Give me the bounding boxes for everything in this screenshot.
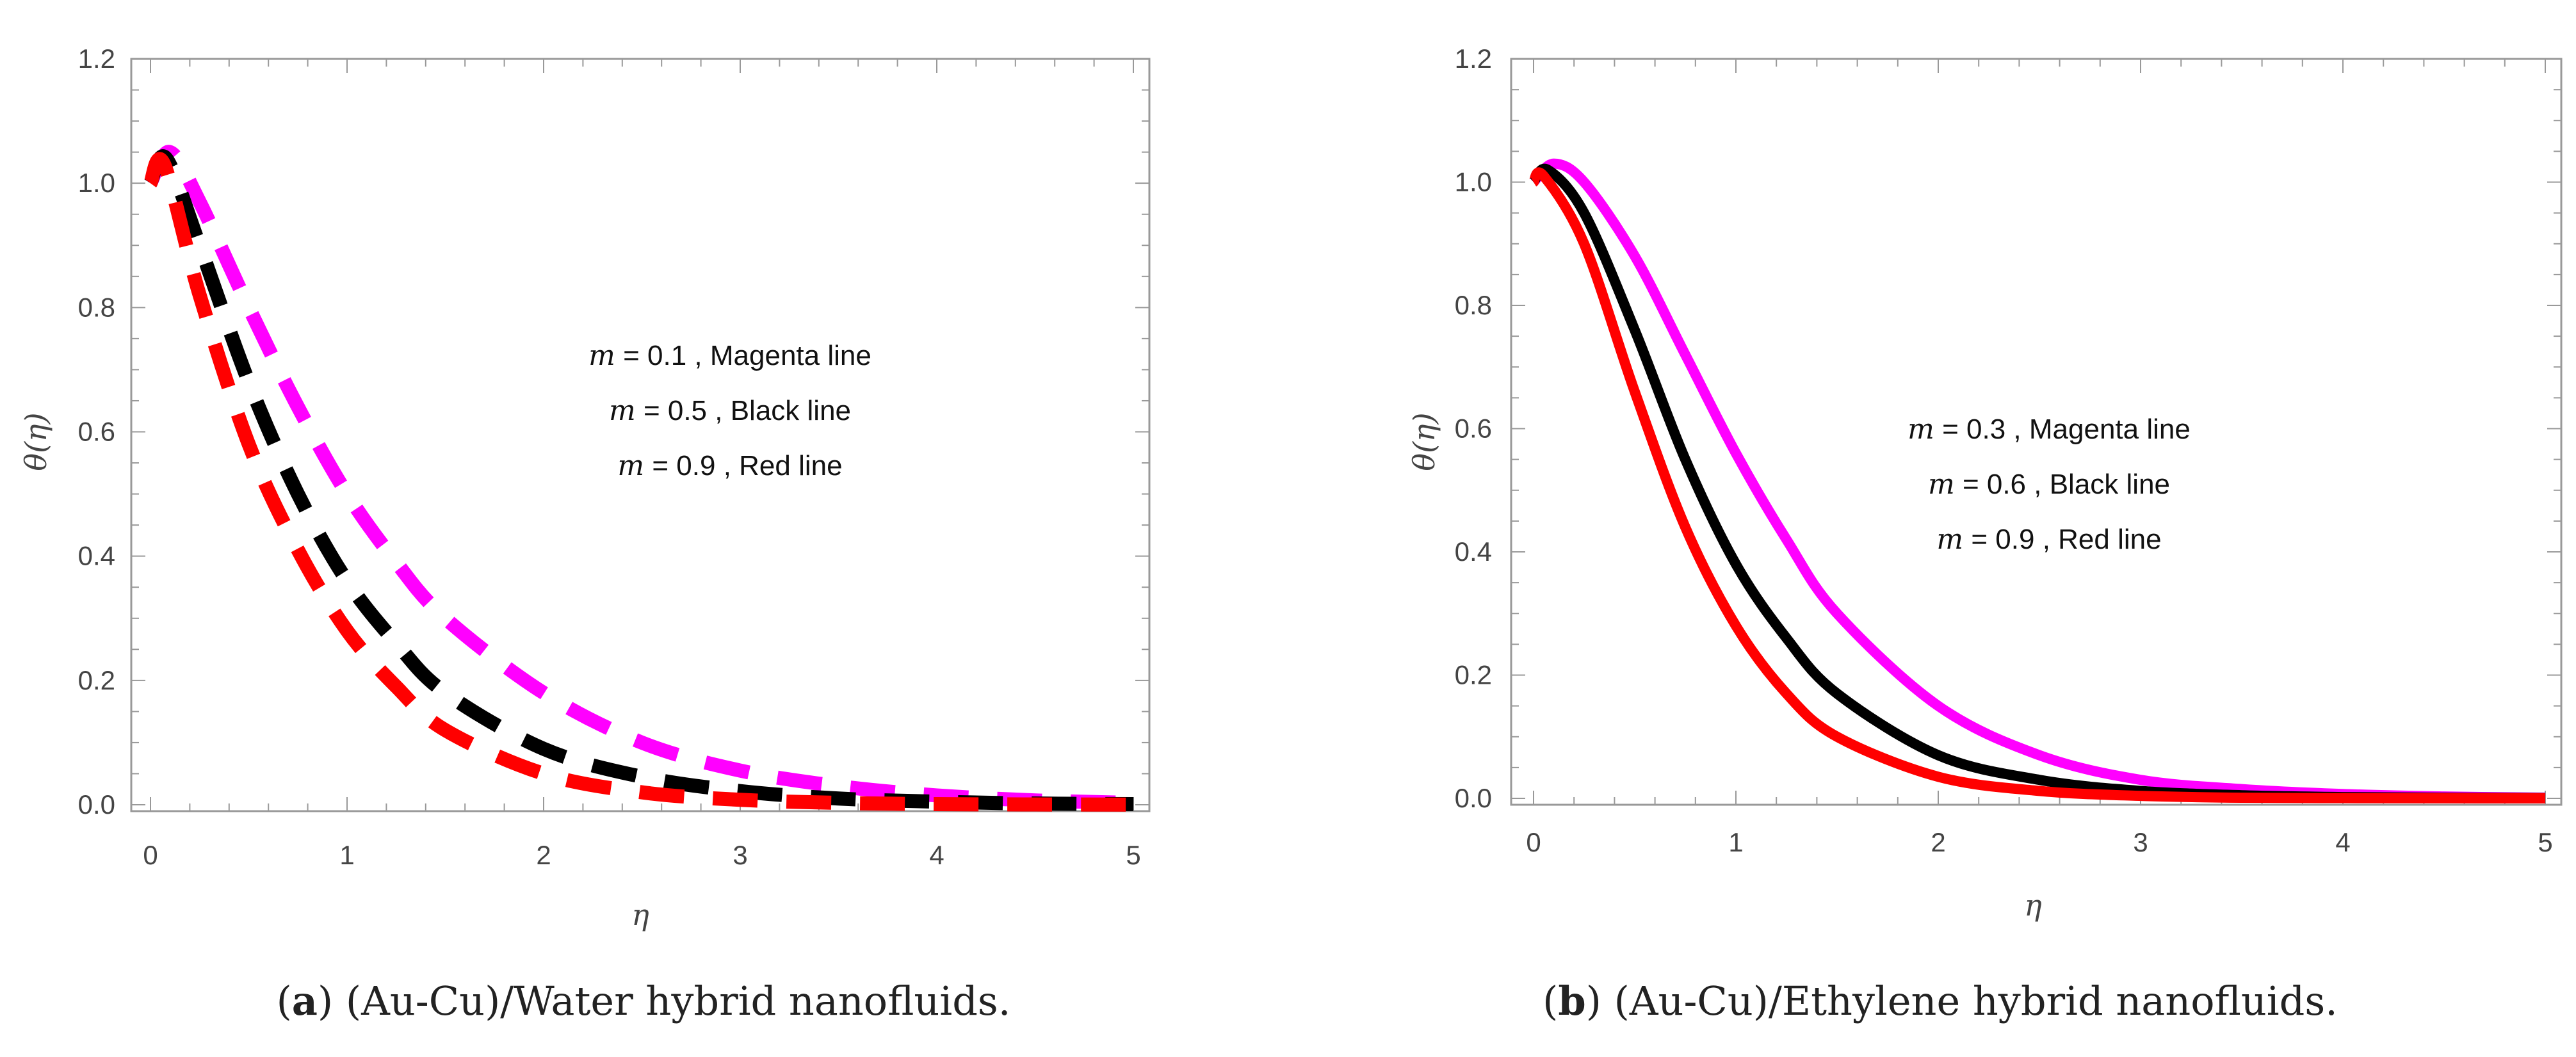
x-tick-label: 2: [1931, 827, 1945, 857]
series-lines: [1529, 158, 2546, 803]
chart-a: 0 1 2 3 4 5 0.0 0.2 0.4 0.6 0.8 1.0 1.2 η θ(η) m = 0…: [19, 44, 1151, 1024]
caption: (a) (Au-Cu)/Water hybrid nanofluids.: [277, 978, 1011, 1024]
y-tick-label: 0.2: [1455, 660, 1492, 690]
x-tick-label: 5: [2538, 827, 2552, 857]
x-tick-label: 4: [929, 840, 944, 870]
x-tick-label: 3: [2133, 827, 2148, 857]
y-tick-label: 0.0: [78, 789, 115, 819]
annotation-line: m = 0.3 , Magenta line: [1908, 413, 2191, 446]
plot-frame: [1510, 58, 2563, 806]
series-line: [143, 152, 1134, 812]
x-axis-label: η: [631, 898, 649, 932]
x-tick-label: 3: [733, 840, 747, 870]
y-tick-label: 0.4: [1455, 537, 1492, 567]
series-lines: [143, 145, 1134, 812]
caption: (b) (Au-Cu)/Ethylene hybrid nanofluids.: [1543, 978, 2338, 1024]
y-tick-label: 0.4: [78, 541, 115, 571]
series-line: [143, 149, 1134, 812]
y-tick-label: 0.8: [78, 292, 115, 322]
tick-labels: 0 1 2 3 4 5 0.0 0.2 0.4 0.6 0.8 1.0 1.2: [78, 44, 1141, 870]
tick-marks: [131, 58, 1149, 811]
x-tick-label: 0: [1526, 827, 1541, 857]
annotation-line: m = 0.6 , Black line: [1928, 468, 2170, 501]
plot-frame: [130, 58, 1151, 812]
y-tick-label: 0.8: [1455, 290, 1492, 320]
y-tick-label: 0.6: [1455, 414, 1492, 444]
annotation-block: m = 0.3 , Magenta line m = 0.6 , Black l…: [1908, 413, 2191, 556]
series-line: [144, 145, 1134, 811]
x-tick-label: 5: [1126, 840, 1140, 870]
chart-panel-b: 0 1 2 3 4 5 0.0 0.2 0.4 0.6 0.8 1.0 1.2 η θ(η) m = 0…: [1287, 0, 2576, 1057]
x-tick-label: 4: [2335, 827, 2350, 857]
y-tick-label: 1.0: [1455, 167, 1492, 197]
x-axis-label: η: [2024, 888, 2042, 923]
tick-marks: [1511, 58, 2561, 805]
y-tick-label: 1.2: [1455, 44, 1492, 74]
y-tick-label: 0.0: [1455, 783, 1492, 813]
x-tick-label: 2: [536, 840, 551, 870]
annotation-line: m = 0.5 , Black line: [609, 394, 851, 427]
x-tick-label: 1: [339, 840, 354, 870]
tick-labels: 0 1 2 3 4 5 0.0 0.2 0.4 0.6 0.8 1.0 1.2: [1455, 44, 2553, 857]
y-tick-label: 1.2: [78, 44, 115, 74]
y-axis-label: θ(η): [19, 412, 53, 471]
annotation-line: m = 0.1 , Magenta line: [588, 339, 871, 372]
annotation-line: m = 0.9 , Red line: [1936, 523, 2161, 556]
x-tick-label: 1: [1728, 827, 1743, 857]
chart-b: 0 1 2 3 4 5 0.0 0.2 0.4 0.6 0.8 1.0 1.2 η θ(η) m = 0…: [1407, 44, 2563, 1024]
chart-panel-a: 0 1 2 3 4 5 0.0 0.2 0.4 0.6 0.8 1.0 1.2 η θ(η) m = 0…: [0, 0, 1287, 1057]
y-tick-label: 1.0: [78, 168, 115, 198]
series-line: [1529, 167, 2546, 803]
annotation-line: m = 0.9 , Red line: [617, 449, 842, 482]
y-tick-label: 0.2: [78, 665, 115, 695]
x-tick-label: 0: [143, 840, 158, 870]
y-axis-label: θ(η): [1407, 412, 1441, 471]
annotation-block: m = 0.1 , Magenta line m = 0.5 , Black l…: [588, 339, 871, 482]
y-tick-label: 0.6: [78, 417, 115, 447]
